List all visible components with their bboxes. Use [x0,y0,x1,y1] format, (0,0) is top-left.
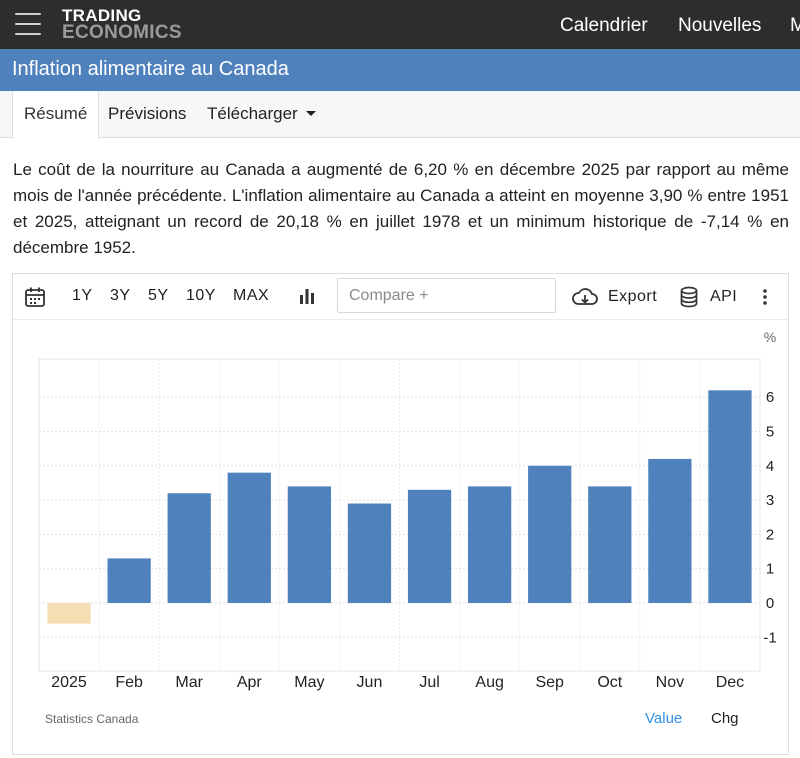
trading-economics-logo[interactable]: TRADING ECONOMICS [62,6,182,43]
bar-2025[interactable] [47,603,91,624]
range-1y[interactable]: 1Y [72,287,93,304]
menu-icon[interactable] [15,13,41,35]
range-max[interactable]: MAX [233,287,270,304]
api-label: API [709,288,738,305]
x-tick-label: Apr [237,674,263,691]
x-tick-label: Nov [656,674,684,691]
api-button[interactable]: API [679,286,737,308]
tab-telecharger-label: Télécharger [207,104,298,123]
change-toggle[interactable]: Chg [711,710,739,727]
y-tick-label: 0 [766,595,774,612]
logo-line-2: ECONOMICS [62,22,182,43]
calendar-icon[interactable] [24,286,46,313]
tab-resume[interactable]: Résumé [12,91,100,139]
y-tick-label: 6 [766,389,774,406]
y-tick-label: 1 [766,561,774,578]
x-tick-label: Mar [175,674,203,691]
y-tick-label: 5 [766,424,774,441]
y-tick-label: -1 [763,629,776,646]
bar-oct[interactable] [588,486,632,603]
x-axis: 2025 Feb Mar Apr May Jun Jul Aug Sep Oct Nov Dec [51,674,744,691]
bar-jun[interactable] [347,503,392,603]
bar-feb[interactable] [107,558,151,603]
bar-chart-icon[interactable] [297,286,317,311]
y-tick-label: 2 [766,526,774,543]
database-icon [680,286,698,308]
x-tick-label: Jun [357,674,383,691]
x-tick-label: May [294,674,324,691]
description-paragraph: Le coût de la nourriture au Canada a aug… [13,160,789,257]
chart-panel: 1Y 3Y 5Y 10Y MAX Export [12,273,789,755]
x-tick-label: Sep [535,674,564,691]
bar-may[interactable] [287,486,332,603]
nav-calendrier[interactable]: Calendrier [560,15,648,36]
caret-down-icon [305,110,316,116]
chart-grid [38,358,761,672]
tab-telecharger[interactable]: Télécharger [196,91,327,138]
y-axis: -1 0 1 2 3 4 5 6 [763,389,776,646]
chart-toolbar: 1Y 3Y 5Y 10Y MAX Export [13,274,788,320]
y-tick-label: 3 [766,492,774,509]
export-button[interactable]: Export [571,286,657,308]
tab-previsions-label: Prévisions [108,104,187,123]
logo-line-1: TRADING [62,6,142,25]
tab-previsions[interactable]: Prévisions [97,91,197,138]
tab-resume-label: Résumé [24,104,88,123]
cloud-download-icon [572,288,598,305]
range-3y[interactable]: 3Y [110,287,131,304]
bar-apr[interactable] [227,472,271,603]
x-tick-label: 2025 [51,674,87,691]
export-label: Export [607,288,658,305]
bar-chart-icon-svg [300,289,314,304]
page-title: Inflation alimentaire au Canada [12,58,289,80]
x-tick-label: Feb [115,674,143,691]
bar-sep[interactable] [528,465,572,603]
data-source: Statistics Canada [45,712,139,726]
bar-chart: -1 0 1 2 3 4 5 6 2025 Feb Mar Apr May Jun Jul Aug Sep Oc… [38,329,777,691]
bar-aug[interactable] [467,486,512,603]
x-tick-label: Jul [419,674,439,691]
bar-jul[interactable] [407,489,452,603]
range-5y[interactable]: 5Y [148,287,169,304]
nav-more-truncated[interactable]: M [790,15,800,36]
range-10y[interactable]: 10Y [186,287,216,304]
bar-dec[interactable] [708,390,752,603]
page-title-bar: Inflation alimentaire au Canada [0,49,800,91]
bar-nov[interactable] [648,458,692,603]
x-tick-label: Oct [597,674,622,691]
y-unit-label: % [764,329,776,345]
calendar-icon-svg [25,287,45,307]
more-vertical-icon[interactable] [761,287,769,312]
nav-nouvelles[interactable]: Nouvelles [678,15,762,36]
x-tick-label: Dec [716,674,744,691]
top-navbar: TRADING ECONOMICS Calendrier Nouvelles M [0,0,800,49]
more-vertical-icon-svg [763,289,767,305]
value-toggle[interactable]: Value [645,710,683,727]
tab-bar: Résumé Prévisions Télécharger [0,91,800,139]
y-tick-label: 4 [766,458,774,475]
compare-input[interactable] [337,278,556,313]
bar-mar[interactable] [167,493,211,603]
chart-bars [47,390,752,624]
x-tick-label: Aug [475,674,503,691]
